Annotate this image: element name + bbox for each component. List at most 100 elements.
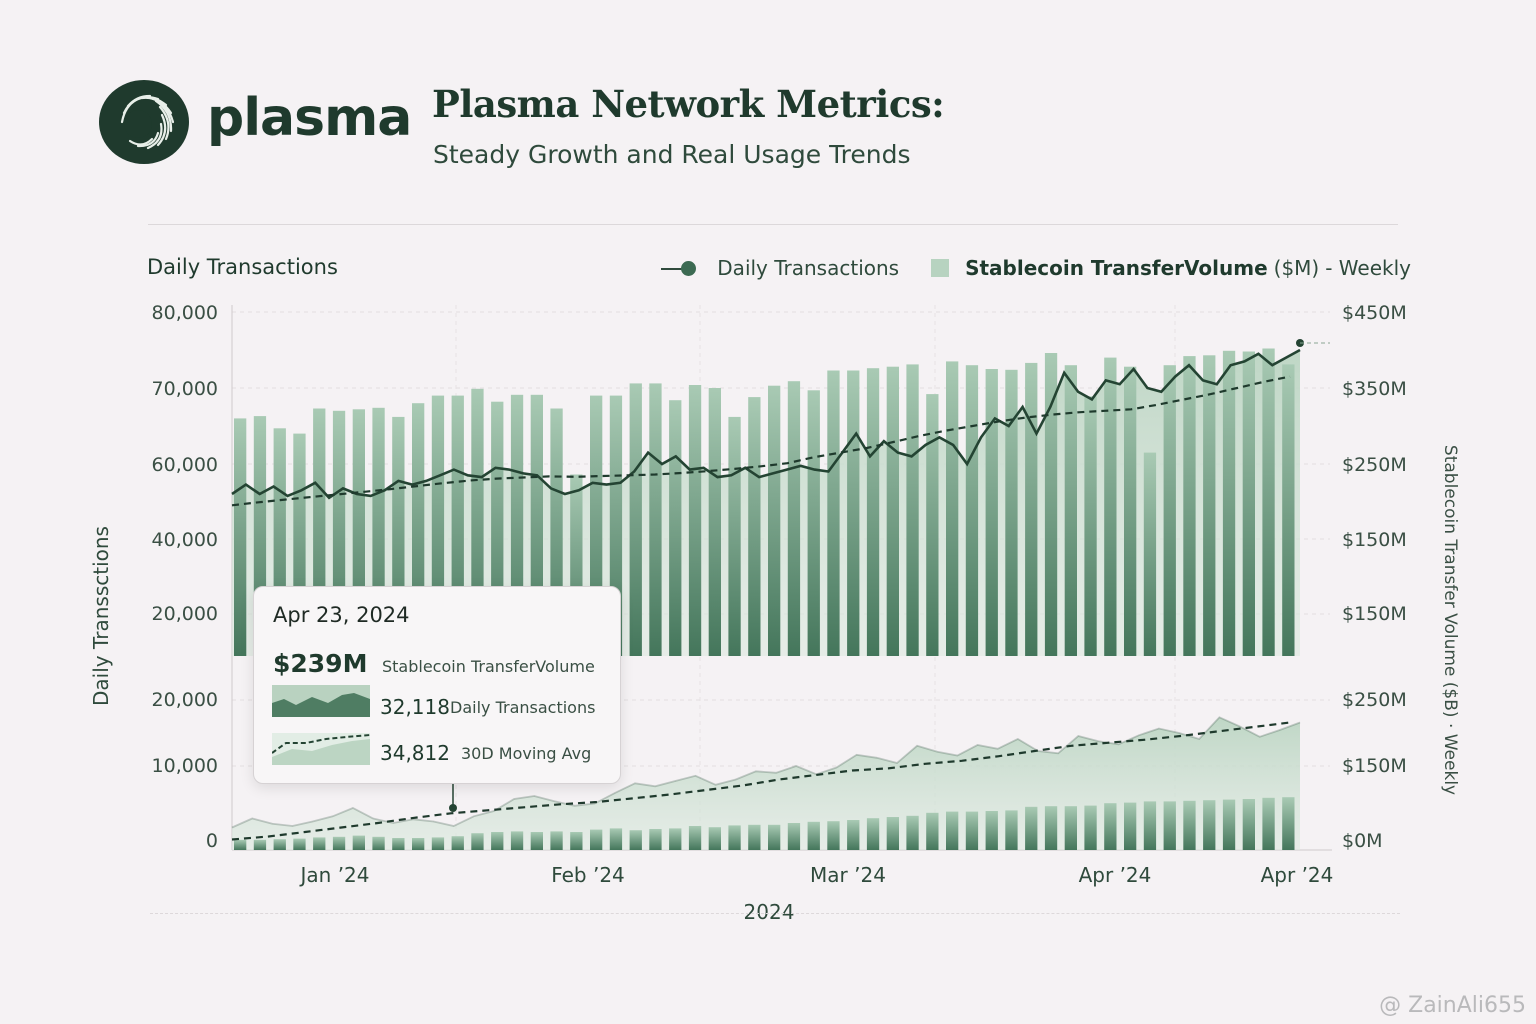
tooltip-amount: $239M (273, 649, 368, 678)
page-title: Plasma Network Metrics: (432, 82, 945, 126)
tooltip-avg-swatch-icon (272, 733, 370, 765)
tooltip-transactions-value: 32,118 (380, 695, 450, 719)
chart-tooltip: Apr 23, 2024 $239M Stablecoin TransferVo… (253, 586, 621, 784)
volume-bar-1-5 (332, 836, 346, 850)
moving-avg-line-0 (231, 375, 1291, 507)
tooltip-date: Apr 23, 2024 (273, 603, 410, 627)
volume-bar-1-15 (530, 832, 543, 850)
chart-title: Daily Transactions (147, 255, 338, 279)
volume-bar-1-3 (293, 838, 306, 850)
daily-transactions-line-1 (231, 716, 1301, 829)
y-tick-right-2: $250M (1342, 454, 1407, 476)
volume-bar-0-40 (1025, 362, 1038, 656)
y-tick-right-1: $350M (1342, 378, 1407, 400)
volume-bar-1-9 (412, 838, 425, 850)
legend-bar-label: Stablecoin Transfer (965, 256, 1185, 280)
moving-avg-line-1 (231, 721, 1291, 841)
volume-bar-1-1 (253, 839, 267, 850)
volume-bar-1-38 (985, 811, 998, 850)
volume-bar-0-51 (1242, 351, 1255, 656)
volume-bar-1-27 (768, 824, 781, 850)
tooltip-transactions-label: Daily Transactions (450, 698, 596, 717)
volume-bar-1-53 (1282, 797, 1295, 850)
volume-bar-1-0 (234, 839, 247, 850)
volume-bar-1-43 (1084, 805, 1097, 850)
tooltip-area-swatch-icon (272, 685, 370, 717)
volume-bar-0-39 (1005, 369, 1018, 656)
x-tick-3: Apr ’24 (1079, 863, 1152, 887)
volume-bar-1-40 (1025, 806, 1038, 850)
volume-bar-0-28 (787, 381, 801, 656)
volume-bar-1-22 (669, 828, 682, 850)
legend-line-label: Daily Transactions (717, 256, 900, 280)
plasma-logo-icon (99, 80, 189, 164)
volume-bar-1-31 (847, 820, 860, 850)
volume-bar-1-6 (352, 835, 365, 850)
volume-bar-1-18 (590, 829, 603, 850)
volume-bar-1-36 (946, 811, 959, 850)
volume-bar-1-24 (708, 827, 721, 850)
volume-bar-1-45 (1124, 802, 1137, 850)
volume-bar-0-44 (1104, 357, 1117, 656)
legend-line-marker-icon (661, 258, 699, 278)
x-tick-0: Jan ’24 (299, 863, 370, 887)
volume-bar-1-29 (807, 821, 820, 850)
volume-bar-1-14 (510, 831, 524, 850)
y-axis-left-label: Daily Transsctions (89, 526, 113, 706)
volume-bar-0-53 (1282, 364, 1295, 656)
legend-bar-swatch-icon (931, 259, 950, 277)
volume-bar-1-47 (1163, 801, 1176, 850)
y-tick-right-3: $150M (1342, 529, 1407, 551)
volume-bar-1-28 (787, 823, 801, 850)
volume-bar-1-48 (1183, 800, 1196, 850)
volume-bar-1-44 (1104, 803, 1117, 850)
volume-bar-0-41 (1044, 353, 1058, 656)
y-tick-left-0: 80,000 (152, 302, 218, 324)
volume-bar-0-50 (1222, 350, 1236, 656)
volume-bar-0-47 (1163, 365, 1176, 656)
brand-name: plasma (207, 88, 412, 148)
tooltip-amount-label: Stablecoin TransferVolume (382, 657, 595, 676)
x-tick-1: Feb ’24 (551, 863, 625, 887)
volume-bar-1-7 (372, 836, 385, 850)
volume-bar-1-49 (1203, 800, 1216, 850)
page-subtitle: Steady Growth and Real Usage Trends (433, 140, 911, 169)
tooltip-avg-label: 30D Moving Avg (461, 744, 592, 763)
volume-bar-1-10 (431, 837, 445, 850)
header-divider (148, 224, 1398, 225)
volume-bar-0-22 (669, 400, 682, 656)
legend-bar-unit: ($M) (1273, 256, 1320, 280)
volume-bar-1-39 (1005, 810, 1018, 850)
volume-bar-0-42 (1064, 365, 1077, 656)
volume-bar-0-45 (1124, 366, 1137, 656)
volume-bar-0-30 (827, 370, 840, 656)
volume-bar-0-26 (748, 397, 761, 656)
footer-divider (150, 913, 1400, 914)
volume-bar-0-34 (906, 364, 919, 656)
volume-bar-0-24 (708, 388, 721, 656)
tooltip-avg-value: 34,812 (380, 741, 450, 765)
daily-transactions-line-0 (231, 348, 1301, 500)
volume-bar-0-52 (1262, 348, 1275, 656)
volume-bar-0-0 (234, 418, 247, 656)
y-tick-left-3: 40,000 (152, 529, 218, 551)
volume-bar-1-30 (827, 821, 840, 850)
volume-bar-1-34 (906, 815, 919, 850)
legend-bar-label-b: Volume (1184, 256, 1268, 280)
watermark: @ ZainAli655 (1379, 993, 1526, 1018)
y-tick-left-5: 20,000 (152, 689, 218, 711)
x-axis-label: 2024 (744, 900, 795, 924)
y-tick-right-4: $150M (1342, 603, 1407, 625)
volume-bar-1-41 (1044, 806, 1058, 850)
volume-bar-1-21 (649, 829, 662, 850)
y-tick-left-7: 0 (206, 830, 218, 852)
volume-bar-0-23 (688, 385, 702, 656)
volume-bar-0-25 (728, 416, 741, 656)
volume-bar-0-43 (1084, 396, 1097, 656)
volume-bar-0-38 (985, 369, 998, 656)
y-tick-left-1: 70,000 (152, 378, 218, 400)
y-tick-right-5: $250M (1342, 689, 1407, 711)
volume-bar-0-21 (649, 383, 662, 656)
volume-bar-0-33 (886, 366, 899, 656)
